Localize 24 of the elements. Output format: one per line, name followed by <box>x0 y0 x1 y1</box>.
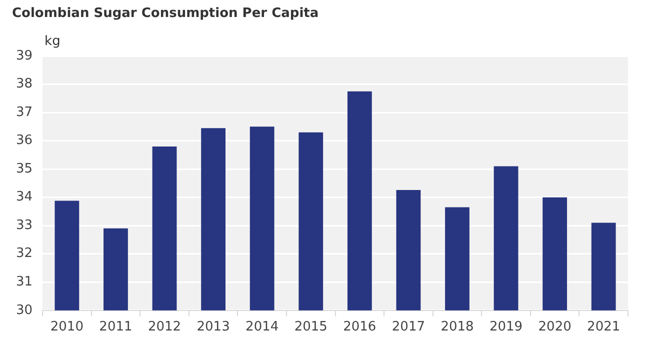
y-tick-label: 37 <box>16 104 33 120</box>
y-tick-label: 33 <box>16 218 33 233</box>
x-tick-label: 2019 <box>489 320 523 335</box>
y-tick-label: 35 <box>16 161 33 176</box>
y-tick-label: 39 <box>16 48 33 64</box>
x-tick-label: 2013 <box>196 320 230 335</box>
x-tick-label: 2017 <box>392 320 425 335</box>
x-tick-label: 2010 <box>50 320 84 335</box>
x-tick-label: 2020 <box>538 320 572 335</box>
y-tick-label: 31 <box>16 274 33 290</box>
y-tick-label: 36 <box>16 133 33 148</box>
x-tick-label: 2016 <box>343 320 376 335</box>
y-tick-label: 34 <box>16 190 33 205</box>
chart-title: Colombian Sugar Consumption Per Capita <box>12 6 319 21</box>
x-tick-label: 2011 <box>99 320 132 335</box>
x-tick-label: 2014 <box>246 320 279 335</box>
x-tick-label: 2012 <box>148 320 182 335</box>
x-tick-label: 2021 <box>587 320 620 335</box>
y-tick-label: 32 <box>16 246 33 262</box>
y-tick-label: 38 <box>16 76 33 92</box>
x-tick-label: 2015 <box>294 320 328 335</box>
y-tick-label: 30 <box>16 302 33 318</box>
x-tick-label: 2018 <box>440 320 474 335</box>
y-axis-title: kg <box>44 34 60 49</box>
